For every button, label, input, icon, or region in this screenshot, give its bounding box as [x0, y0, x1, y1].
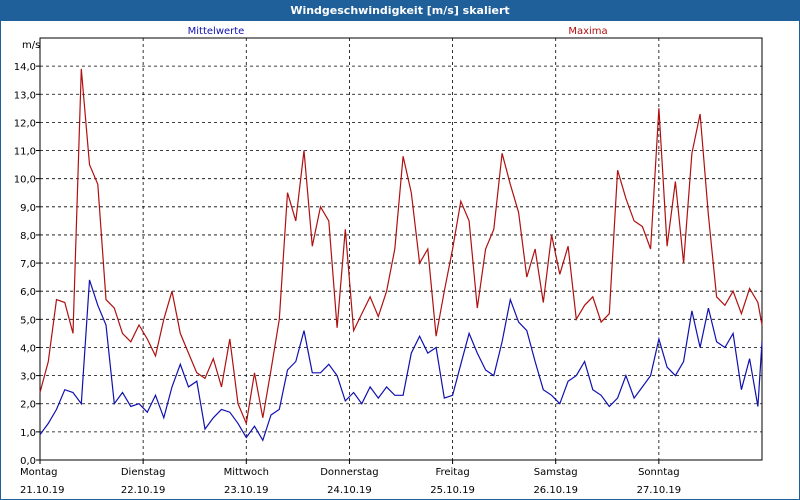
x-tick-date-label: 27.10.19 — [637, 485, 682, 496]
y-tick-label: 10,0 — [14, 175, 36, 186]
y-tick-label: 1,0 — [20, 428, 36, 439]
plot-area: 0,0 1,0 2,0 3,0 4,0 5,0 6,0 7,0 8,0 9,0 10,0 11,0 12… — [14, 37, 763, 496]
x-tick-date-label: 24.10.19 — [327, 485, 372, 496]
legend-mittelwerte: Mittelwerte — [188, 26, 245, 37]
x-tick-day-label: Samstag — [534, 467, 578, 478]
y-tick-label: 0,0 — [20, 456, 36, 467]
y-tick-label: 2,0 — [20, 400, 36, 411]
x-tick-day-label: Mittwoch — [224, 467, 269, 478]
x-tick-day-label: Donnerstag — [320, 467, 378, 478]
y-tick-label: 9,0 — [20, 203, 36, 214]
x-tick-day-label: Freitag — [435, 467, 469, 478]
y-tick-label: 8,0 — [20, 231, 36, 242]
y-axis-unit: m/s — [22, 40, 40, 51]
x-tick-date-label: 21.10.19 — [20, 485, 65, 496]
y-tick-label: 6,0 — [20, 287, 36, 298]
y-tick-label: 3,0 — [20, 372, 36, 383]
x-tick-day-label: Dienstag — [121, 467, 166, 478]
x-tick-date-label: 26.10.19 — [533, 485, 578, 496]
legend-maxima: Maxima — [568, 26, 607, 37]
series-line-maxima — [39, 68, 763, 426]
x-tick-date-label: 25.10.19 — [430, 485, 475, 496]
y-tick-label: 13,0 — [14, 90, 36, 101]
plot-border — [39, 37, 763, 461]
y-tick-label: 5,0 — [20, 315, 36, 326]
y-tick-label: 12,0 — [14, 118, 36, 129]
y-tick-label: 11,0 — [14, 147, 36, 158]
series-line-mittelwerte — [39, 279, 763, 442]
y-tick-label: 7,0 — [20, 259, 36, 270]
x-tick-date-label: 22.10.19 — [121, 485, 166, 496]
x-tick-day-label: Sonntag — [638, 467, 680, 478]
y-tick-label: 14,0 — [14, 62, 36, 73]
x-tick-day-label: Montag — [20, 467, 57, 478]
chart-title: Windgeschwindigkeit [m/s] skaliert — [1, 1, 799, 21]
x-tick-date-label: 23.10.19 — [224, 485, 269, 496]
y-tick-label: 4,0 — [20, 343, 36, 354]
